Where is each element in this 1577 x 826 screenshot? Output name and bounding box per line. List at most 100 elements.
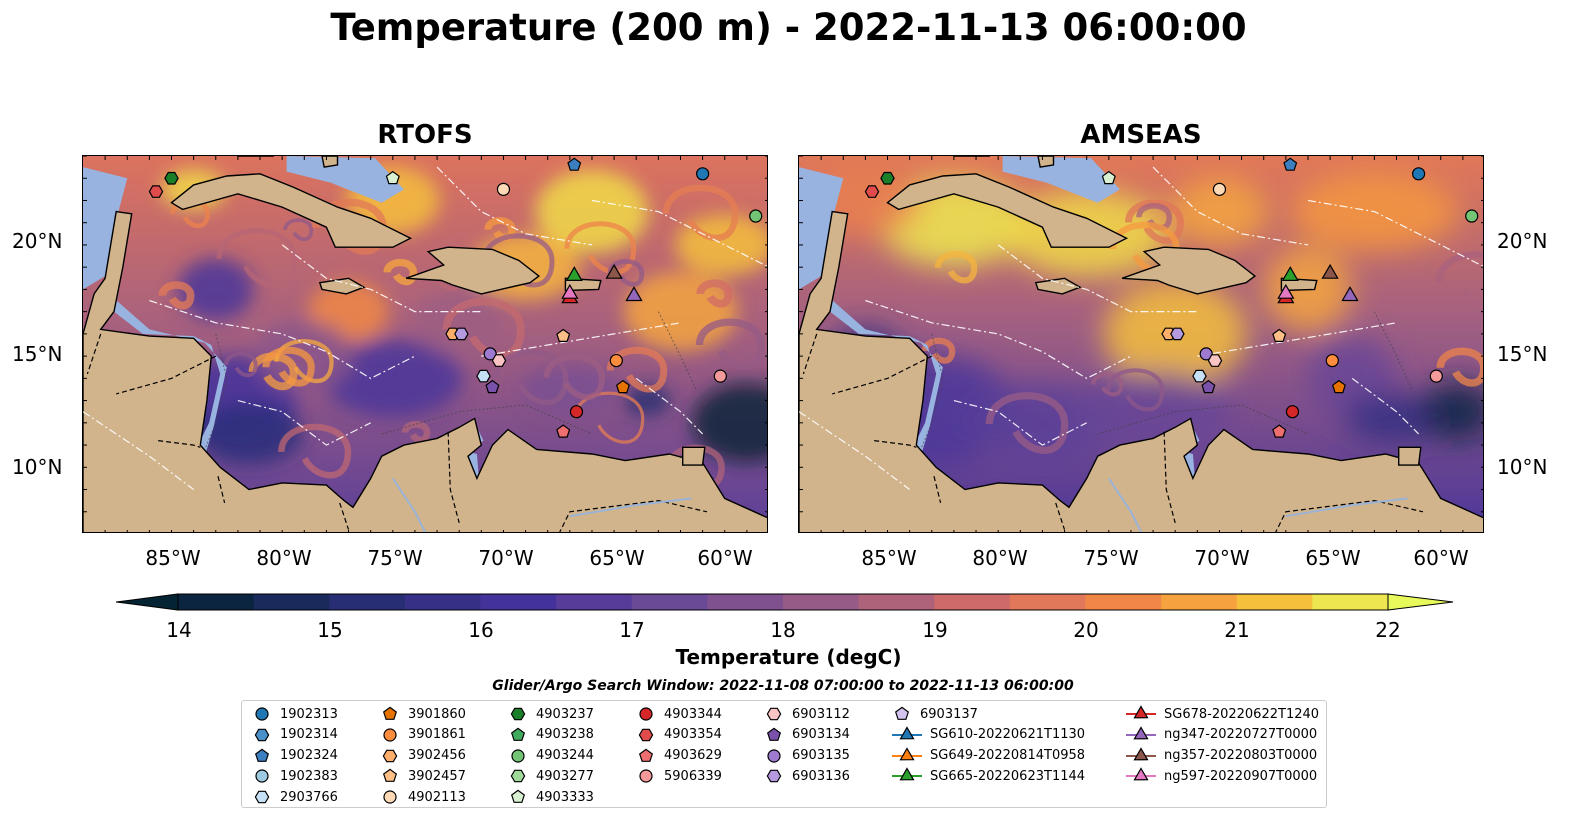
float-marker-1902324[interactable] <box>1283 157 1298 171</box>
eez-boundary <box>481 322 681 357</box>
float-marker-4903237[interactable] <box>880 171 895 185</box>
legend-marker-3902456[interactable] <box>382 749 398 762</box>
float-marker-6903134[interactable] <box>485 379 500 394</box>
float-marker-6903112[interactable] <box>1207 354 1223 367</box>
float-marker-4903629[interactable] <box>556 424 571 438</box>
legend-marker-ng347-20220727T0000[interactable] <box>1133 726 1149 740</box>
legend-marker-SG665-20220623T1144[interactable] <box>899 767 915 781</box>
legend-marker-6903136[interactable] <box>766 770 782 783</box>
float-marker-4903333[interactable] <box>1101 170 1116 185</box>
legend-marker-4903344[interactable] <box>639 707 653 721</box>
float-marker-1902313[interactable] <box>696 167 710 181</box>
legend-marker-4902113[interactable] <box>383 790 397 804</box>
eez-boundary <box>83 411 194 490</box>
float-marker-5906339[interactable] <box>1429 369 1443 383</box>
float-marker-4902113[interactable] <box>496 182 511 196</box>
float-marker-6903135[interactable] <box>1199 347 1213 361</box>
float-marker-3902457[interactable] <box>1272 328 1287 342</box>
glider-marker-ng347-20220727T0000[interactable] <box>625 286 643 302</box>
float-marker-4903244[interactable] <box>749 209 763 223</box>
float-marker-3901861[interactable] <box>1325 353 1339 368</box>
float-marker-3901861[interactable] <box>609 353 623 368</box>
isobath-contour <box>1097 404 1309 435</box>
legend-item: 4903237 <box>508 704 594 724</box>
glider-marker-ng597-20220907T0000[interactable] <box>561 283 579 299</box>
legend-marker-3901861[interactable] <box>383 728 397 742</box>
float-marker-3901860[interactable] <box>615 379 630 394</box>
glider-marker-ng347-20220727T0000[interactable] <box>1341 286 1359 302</box>
legend-marker-SG610-20220621T1130[interactable] <box>899 726 915 740</box>
legend-marker-1902313[interactable] <box>255 707 269 721</box>
float-marker-2903766[interactable] <box>476 369 491 383</box>
legend-marker-4903244[interactable] <box>511 748 525 763</box>
river <box>1107 477 1143 532</box>
glider-marker-ng597-20220907T0000[interactable] <box>1277 283 1295 299</box>
legend-item: SG678-20220622T1240 <box>1126 704 1319 724</box>
amseas-map[interactable] <box>798 155 1484 533</box>
float-marker-4903333[interactable] <box>385 170 400 185</box>
legend-marker-6903112[interactable] <box>766 707 782 721</box>
colorbar-frame <box>177 593 1389 611</box>
legend-label: ng357-20220803T0000 <box>1164 748 1318 764</box>
float-marker-4903237[interactable] <box>164 171 179 185</box>
float-marker-6903136[interactable] <box>1170 327 1185 341</box>
float-marker-6903135[interactable] <box>483 347 497 361</box>
float-marker-3902457[interactable] <box>556 328 571 342</box>
glider-marker-SG665-20220623T1144[interactable] <box>1281 266 1299 282</box>
glider-marker-ng357-20220803T0000[interactable] <box>605 263 623 279</box>
float-marker-1902313[interactable] <box>1412 167 1426 181</box>
legend-marker-SG649-20220814T0958[interactable] <box>899 746 915 761</box>
float-marker-6903136[interactable] <box>454 327 469 341</box>
float-marker-4903344[interactable] <box>569 405 584 419</box>
float-marker-3901860[interactable] <box>1331 379 1346 394</box>
float-marker-4902113[interactable] <box>1212 182 1227 196</box>
legend-marker-4903277[interactable] <box>510 770 526 783</box>
legend-marker-3902457[interactable] <box>382 769 398 783</box>
float-marker-4903354[interactable] <box>148 185 164 198</box>
glider-marker-ng357-20220803T0000[interactable] <box>1321 263 1339 279</box>
legend-marker-6903137[interactable] <box>894 706 910 720</box>
float-marker-2903766[interactable] <box>1192 369 1207 383</box>
float-marker-6903112[interactable] <box>491 354 507 367</box>
legend-marker-3901860[interactable] <box>382 706 398 720</box>
legend-marker-6903135[interactable] <box>767 748 781 763</box>
legend-marker-4903354[interactable] <box>638 728 654 742</box>
legend-marker-SG678-20220622T1240[interactable] <box>1133 705 1149 719</box>
legend-marker-ng597-20220907T0000[interactable] <box>1133 767 1149 781</box>
shallow-bahamas <box>286 156 404 203</box>
legend-label: 6903134 <box>792 727 850 743</box>
float-marker-1902324[interactable] <box>567 157 582 171</box>
country-border <box>217 476 226 504</box>
legend-label: 4903344 <box>664 706 722 722</box>
country-border <box>86 333 102 375</box>
float-marker-6903134[interactable] <box>1201 379 1216 394</box>
legend-marker-4903238[interactable] <box>510 727 526 741</box>
legend-marker-1902314[interactable] <box>254 728 270 742</box>
search-window-caption: Glider/Argo Search Window: 2022-11-08 07… <box>492 678 1074 694</box>
legend-label: 4902113 <box>408 789 466 805</box>
country-border <box>832 355 933 395</box>
legend-marker-4903629[interactable] <box>638 748 654 762</box>
float-marker-5906339[interactable] <box>713 369 727 383</box>
legend-marker-1902324[interactable] <box>254 748 270 762</box>
legend-marker-2903766[interactable] <box>254 790 270 804</box>
float-marker-4903354[interactable] <box>864 185 880 198</box>
legend-label: 4903354 <box>664 727 722 743</box>
legend-marker-4903333[interactable] <box>510 789 526 804</box>
float-marker-4903244[interactable] <box>1465 209 1479 223</box>
legend-label: 1902313 <box>280 706 338 722</box>
eez-boundary <box>281 244 482 313</box>
glider-marker-SG665-20220623T1144[interactable] <box>565 266 583 282</box>
isobath-contour <box>920 333 944 450</box>
legend-label: 3902457 <box>408 768 466 784</box>
legend-marker-5906339[interactable] <box>639 769 653 783</box>
float-marker-4903629[interactable] <box>1272 424 1287 438</box>
legend-marker-4903237[interactable] <box>510 707 526 721</box>
legend-marker-6903134[interactable] <box>766 727 782 741</box>
legend-marker-ng357-20220803T0000[interactable] <box>1133 746 1149 761</box>
rtofs-map[interactable] <box>82 155 768 533</box>
land-bahamas <box>321 156 339 168</box>
legend-marker-1902383[interactable] <box>255 769 269 783</box>
float-marker-4903344[interactable] <box>1285 405 1300 419</box>
legend-item: 4903238 <box>508 725 594 745</box>
